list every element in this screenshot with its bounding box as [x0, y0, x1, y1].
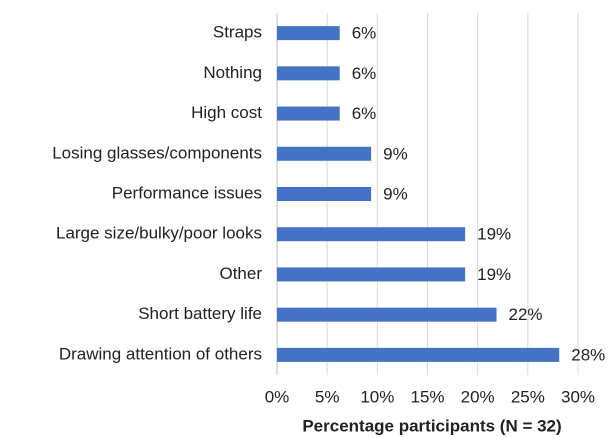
- x-tick-label: 15%: [410, 387, 444, 406]
- value-label: 9%: [383, 184, 408, 203]
- x-tick-label: 25%: [511, 387, 545, 406]
- y-tick-label: High cost: [191, 103, 262, 122]
- value-label: 19%: [477, 265, 511, 284]
- bar: [277, 187, 372, 201]
- value-label: 9%: [383, 144, 408, 163]
- bar: [277, 307, 497, 322]
- y-tick-label: Short battery life: [138, 304, 262, 323]
- bar: [277, 146, 372, 161]
- x-axis-title: Percentage participants (N = 32): [302, 416, 561, 435]
- y-tick-label: Nothing: [203, 63, 262, 82]
- value-label: 28%: [571, 345, 605, 364]
- y-tick-label: Other: [219, 264, 262, 283]
- bar: [277, 267, 466, 282]
- y-tick-label: Straps: [213, 23, 262, 42]
- y-tick-label: Drawing attention of others: [59, 344, 262, 363]
- value-label: 19%: [477, 225, 511, 244]
- value-label: 6%: [352, 64, 377, 83]
- value-label: 6%: [352, 24, 377, 43]
- x-tick-label: 30%: [561, 387, 595, 406]
- x-tick-label: 5%: [315, 387, 340, 406]
- bar: [277, 347, 560, 362]
- x-tick-label: 20%: [461, 387, 495, 406]
- bar: [277, 66, 340, 81]
- bar: [277, 227, 466, 242]
- x-tick-label: 10%: [360, 387, 394, 406]
- y-tick-label: Large size/bulky/poor looks: [56, 224, 262, 243]
- value-label: 6%: [352, 104, 377, 123]
- y-tick-label: Losing glasses/components: [52, 143, 262, 162]
- y-tick-label: Performance issues: [112, 183, 262, 202]
- bar: [277, 26, 340, 41]
- value-label: 22%: [509, 305, 543, 324]
- x-tick-label: 0%: [265, 387, 290, 406]
- bar: [277, 106, 340, 121]
